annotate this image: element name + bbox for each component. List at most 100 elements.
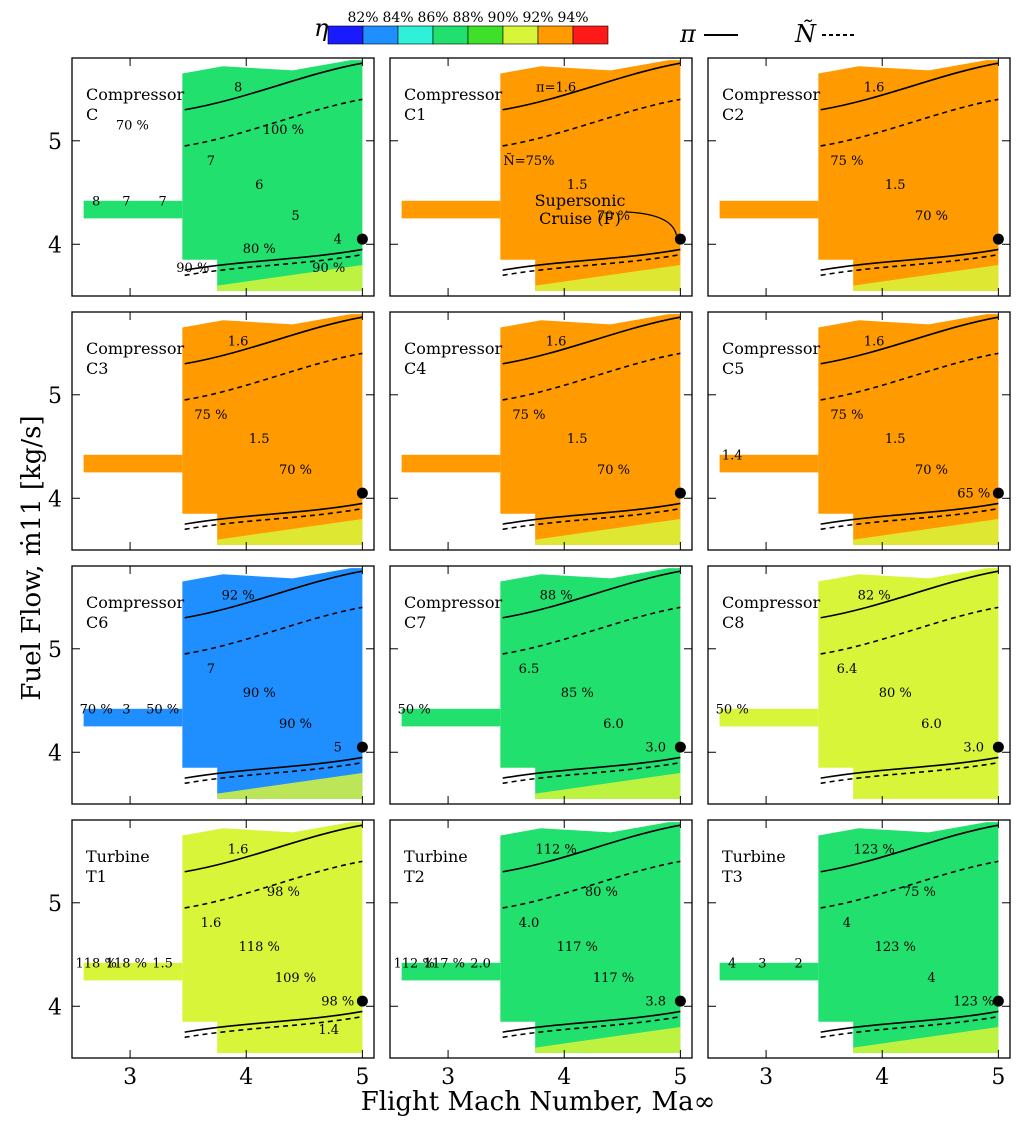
contour-label: 1.6 [864, 334, 885, 349]
panel-title-line1: Turbine [722, 847, 786, 866]
contour-label: 70 % [597, 209, 630, 224]
c7-speed-line-low [502, 761, 681, 785]
t3-speed-line-high [820, 860, 999, 909]
contour-label: 70 % [116, 118, 149, 133]
contour-label: 3 [122, 703, 130, 718]
envelope-main [818, 314, 999, 545]
design-point-marker [992, 487, 1004, 499]
design-point-marker [356, 741, 368, 753]
x-tick-label: 5 [355, 1065, 369, 1090]
contour-label: 1.6 [228, 842, 249, 857]
contour-label: 50 % [398, 703, 431, 718]
contour-label: 2.0 [470, 957, 491, 972]
contour-label: 3.8 [645, 995, 666, 1010]
efficiency-band-secondary [535, 518, 681, 545]
contour-label: 4 [334, 233, 342, 248]
y-tick-label: 4 [48, 741, 62, 766]
contour-label: 1.5 [885, 178, 906, 193]
contour-label: 80 % [243, 242, 276, 257]
t2-speed-line-high [502, 860, 681, 909]
panel-title-line1: Compressor [722, 593, 820, 612]
c-speed-line-high [184, 98, 363, 147]
contour-label: 90 % [176, 261, 209, 276]
contour-label: 117 % [424, 957, 465, 972]
contour-label: 123 % [953, 995, 994, 1010]
panel-title-line1: Turbine [404, 847, 468, 866]
contour-label: 1.5 [249, 432, 270, 447]
c2-speed-line-low [820, 253, 999, 277]
efficiency-band-secondary [853, 518, 999, 545]
contour-label: 6.0 [921, 717, 942, 732]
contour-label: 85 % [561, 686, 594, 701]
envelope-low-mach [401, 454, 501, 473]
envelope-main [182, 60, 363, 291]
contour-label: 6.5 [519, 662, 540, 677]
contour-label: 5 [291, 209, 299, 224]
contour-label: 100 % [263, 123, 304, 138]
x-tick-label: 3 [123, 1065, 137, 1090]
panel-frame [71, 57, 375, 297]
contour-label: 90 % [312, 261, 345, 276]
envelope-main [182, 822, 363, 1053]
design-point-marker [992, 741, 1004, 753]
contour-label: Ñ=75% [503, 153, 554, 169]
contour-label: 80 % [879, 686, 912, 701]
t2-speed-line-low [502, 1015, 681, 1039]
colorbar-segment [327, 25, 364, 45]
panel-frame [389, 311, 693, 551]
envelope-main [500, 60, 681, 291]
colorbar-labels: 82% 84% 86% 88% 90% 92% 94% [347, 10, 588, 26]
panel-title-line1: Compressor [722, 85, 820, 104]
panel-title-line2: C5 [722, 359, 744, 378]
c6-pi-line-low [184, 756, 363, 779]
contour-label: 7 [122, 195, 130, 210]
c1-pi-line-high [502, 62, 681, 111]
efficiency-band-secondary [535, 772, 681, 799]
t3-pi-line-high [820, 824, 999, 873]
panel-title-line2: C3 [86, 359, 108, 378]
efficiency-band-secondary [853, 264, 999, 291]
x-tick-label: 4 [875, 1065, 889, 1090]
envelope-main [818, 568, 999, 799]
contour-label: 75 % [830, 154, 863, 169]
panel-title-line1: Compressor [722, 339, 820, 358]
y-tick-label: 4 [48, 995, 62, 1020]
contour-label: 70 % [80, 703, 113, 718]
panel-title-line2: C6 [86, 613, 108, 632]
contour-label: 1.5 [567, 178, 588, 193]
efficiency-band-secondary [853, 1026, 999, 1053]
panel-title-line1: Compressor [404, 339, 502, 358]
t1-speed-line-low [184, 1015, 363, 1039]
panel-title-line1: Compressor [86, 339, 184, 358]
c5-speed-line-high [820, 352, 999, 401]
contour-label: 109 % [275, 971, 316, 986]
contour-label: 4 [728, 957, 736, 972]
c7-pi-line-low [502, 756, 681, 779]
contour-label: 50 % [146, 703, 179, 718]
contour-label: 70 % [915, 209, 948, 224]
contour-label: 1.6 [546, 334, 567, 349]
contour-label: 2 [794, 957, 802, 972]
contour-label: 75 % [512, 408, 545, 423]
envelope-low-mach [719, 454, 819, 473]
panel-frame [389, 57, 693, 297]
y-tick-label: 4 [48, 233, 62, 258]
contour-label: 1.6 [201, 916, 222, 931]
c6-speed-line-low [184, 761, 363, 785]
contour-label: 112 % [535, 842, 576, 857]
colorbar-tick-label: 94% [557, 10, 588, 26]
contour-label: 6.0 [603, 717, 624, 732]
contour-label: 75 % [194, 408, 227, 423]
contour-label: 75 % [903, 885, 936, 900]
panel-title-line1: Compressor [86, 593, 184, 612]
panel-title-line2: C2 [722, 105, 744, 124]
annotation-line1: Supersonic [535, 191, 626, 210]
x-tick-label: 5 [991, 1065, 1005, 1090]
